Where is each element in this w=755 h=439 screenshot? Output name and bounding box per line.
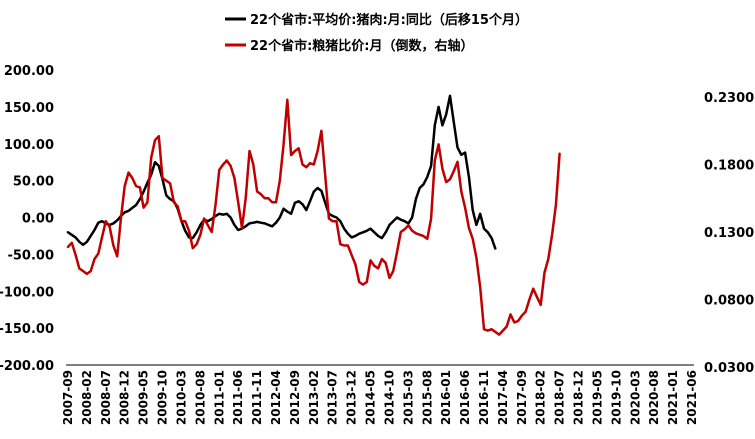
x-tick-label: 2009-05 (137, 370, 151, 425)
legend-label-pork-yoy: 22个省市:平均价:猪肉:月:同比（后移15个月） (250, 12, 528, 28)
legend: 22个省市:平均价:猪肉:月:同比（后移15个月） 22个省市:粮猪比价:月（倒… (225, 12, 528, 54)
x-tick-label: 2021-01 (666, 370, 680, 425)
plot-area (66, 94, 561, 336)
left-tick-label: -200.00 (0, 359, 54, 374)
x-tick-label: 2010-08 (193, 370, 207, 425)
x-tick-label: 2014-05 (364, 370, 378, 425)
left-tick-label: 0.00 (22, 212, 54, 227)
x-tick-label: 2018-02 (534, 370, 548, 425)
x-tick-label: 2008-12 (118, 370, 132, 425)
left-tick-label: -150.00 (0, 322, 54, 337)
series-line-grain-pig-ratio (66, 98, 561, 336)
x-tick-label: 2010-03 (174, 370, 188, 425)
x-tick-label: 2012-04 (269, 370, 283, 425)
x-tick-label: 2007-09 (61, 370, 75, 425)
x-tick-label: 2011-11 (250, 370, 264, 425)
x-tick-label: 2020-03 (628, 370, 642, 425)
x-tick-label: 2015-08 (420, 370, 434, 425)
left-tick-label: 100.00 (4, 138, 54, 153)
x-tick-label: 2008-02 (80, 370, 94, 425)
x-tick-label: 2013-02 (307, 370, 321, 425)
left-tick-label: 150.00 (4, 101, 54, 116)
x-tick-label: 2016-06 (458, 370, 472, 425)
x-tick-label: 2017-04 (496, 370, 510, 425)
right-tick-label: 0.1800 (704, 159, 754, 174)
x-tick-label: 2013-07 (326, 370, 340, 425)
right-tick-label: 0.2300 (704, 91, 754, 106)
x-tick-label: 2017-09 (515, 370, 529, 425)
left-tick-label: -100.00 (0, 285, 54, 300)
x-tick-label: 2019-05 (590, 370, 604, 425)
x-tick-label: 2014-10 (382, 370, 396, 425)
left-tick-label: 200.00 (4, 64, 54, 79)
legend-label-grain-pig-ratio: 22个省市:粮猪比价:月（倒数，右轴） (250, 38, 474, 54)
x-tick-label: 2016-01 (439, 370, 453, 425)
x-tick-label: 2018-12 (572, 370, 586, 425)
x-tick-label: 2011-06 (231, 370, 245, 425)
left-tick-label: 50.00 (13, 175, 54, 190)
x-tick-label: 2021-06 (685, 370, 699, 425)
x-tick-label: 2015-03 (401, 370, 415, 425)
left-tick-label: -50.00 (7, 248, 54, 263)
x-axis: 2007-09 2008-02 2008-07 2008-12 2009-05 2009-… (61, 370, 699, 425)
x-tick-label: 2009-10 (156, 370, 170, 425)
right-tick-label: 0.1300 (704, 226, 754, 241)
x-tick-label: 2013-12 (345, 370, 359, 425)
left-axis: 200.00 150.00 100.00 50.00 0.00 -50.00 -100.00… (0, 64, 54, 374)
x-tick-label: 2019-10 (609, 370, 623, 425)
series-line-pork-yoy (66, 94, 497, 250)
right-tick-label: 0.0300 (704, 361, 754, 376)
right-axis: 0.2300 0.1800 0.1300 0.0800 0.0300 (704, 91, 754, 376)
x-tick-label: 2008-07 (99, 370, 113, 425)
x-tick-label: 2016-11 (477, 370, 491, 425)
x-tick-label: 2020-08 (647, 370, 661, 425)
x-tick-label: 2012-09 (288, 370, 302, 425)
x-tick-label: 2011-01 (212, 370, 226, 425)
right-tick-label: 0.0800 (704, 294, 754, 309)
x-tick-label: 2018-07 (553, 370, 567, 425)
